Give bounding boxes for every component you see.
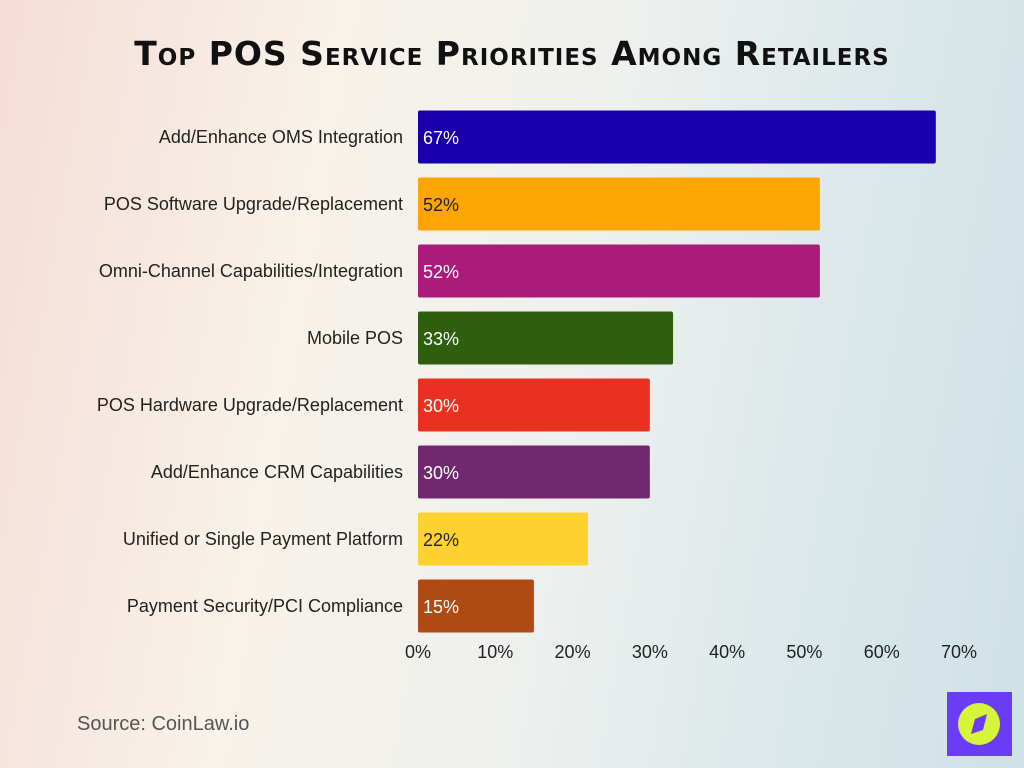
data-label: 52% [423,262,459,282]
compass-icon [958,703,1000,745]
category-label: POS Software Upgrade/Replacement [104,194,403,214]
data-label: 15% [423,597,459,617]
x-tick-label: 70% [941,642,977,662]
bar [418,311,674,365]
category-label: Payment Security/PCI Compliance [127,596,403,616]
data-label: 30% [423,463,459,483]
category-label: Unified or Single Payment Platform [123,529,403,549]
x-tick-label: 60% [864,642,900,662]
x-tick-label: 0% [405,642,431,662]
data-label: 22% [423,530,459,550]
category-label: Mobile POS [307,328,403,348]
x-tick-label: 10% [477,642,513,662]
bar [418,579,534,633]
chart-title: Top POS Service Priorities Among Retaile… [134,34,890,73]
bar [418,244,820,298]
category-label: POS Hardware Upgrade/Replacement [97,395,403,415]
logo [947,692,1012,756]
category-label: Omni-Channel Capabilities/Integration [99,261,403,281]
data-label: 30% [423,396,459,416]
bar [418,177,820,231]
data-label: 33% [423,329,459,349]
x-tick-label: 40% [709,642,745,662]
x-tick-label: 30% [632,642,668,662]
data-label: 52% [423,195,459,215]
source-text: Source: CoinLaw.io [77,713,250,735]
category-label: Add/Enhance CRM Capabilities [151,462,403,482]
category-label: Add/Enhance OMS Integration [159,127,403,147]
x-tick-label: 50% [786,642,822,662]
bar [418,378,650,432]
bar [418,512,589,566]
bar [418,445,650,499]
bar [418,110,936,164]
x-tick-label: 20% [555,642,591,662]
data-label: 67% [423,128,459,148]
